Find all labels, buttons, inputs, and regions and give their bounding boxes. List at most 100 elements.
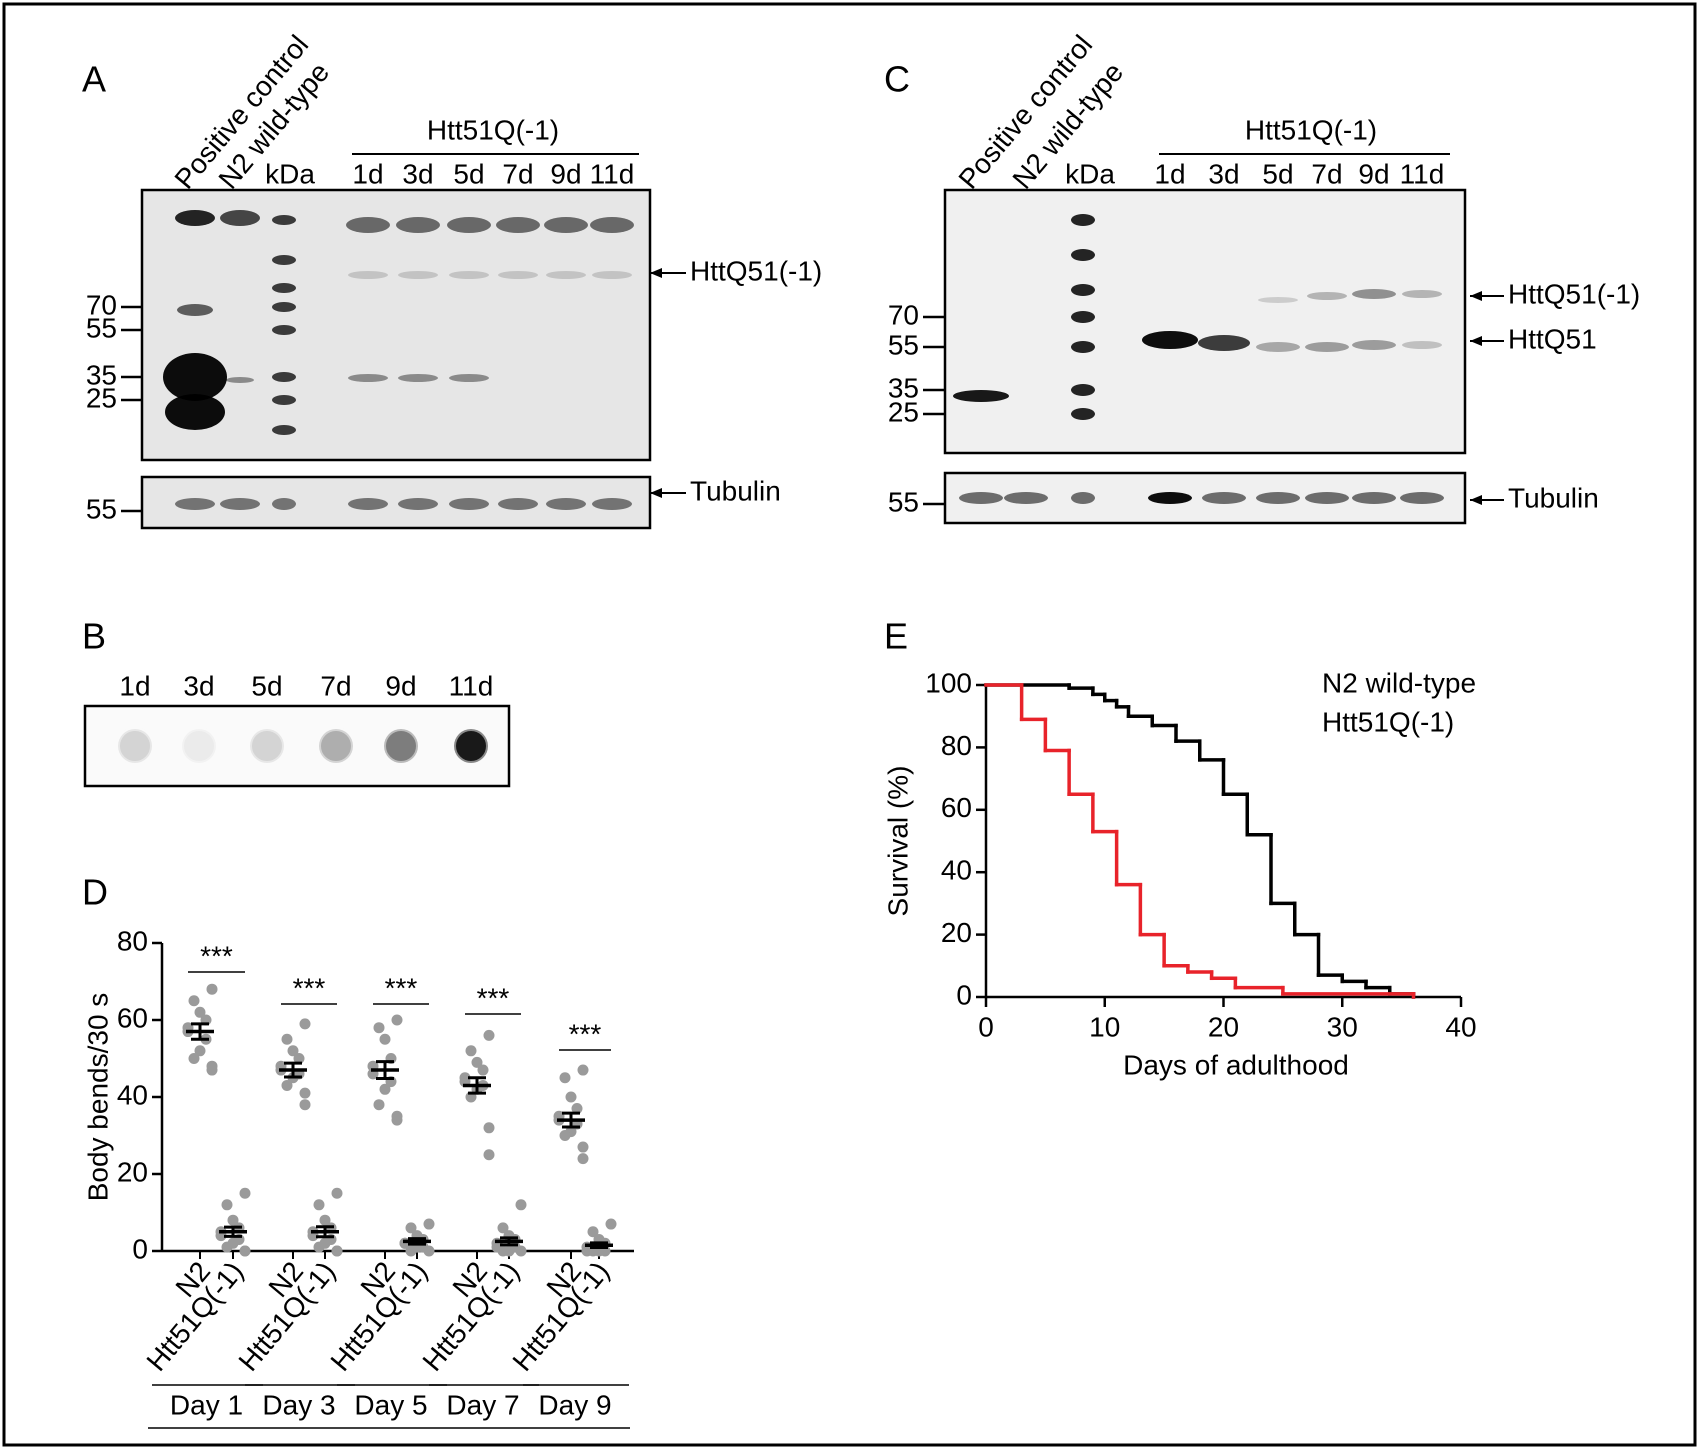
blot-band xyxy=(165,394,225,430)
ladder-label: kDa xyxy=(265,158,315,189)
y-tick-label: 80 xyxy=(117,925,148,956)
dot-day: 9d xyxy=(385,670,416,701)
data-point xyxy=(405,1245,417,1257)
dot xyxy=(182,729,216,763)
y-tick-label: 100 xyxy=(925,667,972,698)
blot-band xyxy=(1402,290,1442,298)
blot-band xyxy=(1258,297,1298,303)
x-tick-label: 10 xyxy=(1089,1011,1120,1042)
data-point xyxy=(299,1087,311,1099)
blot-band xyxy=(272,302,296,312)
loading-band xyxy=(272,498,296,510)
blot-band xyxy=(272,255,296,265)
data-point xyxy=(319,1214,331,1226)
blot-band xyxy=(226,377,254,383)
x-tick-label: 40 xyxy=(1445,1011,1476,1042)
blot-band xyxy=(496,217,540,233)
marker-label: 25 xyxy=(86,382,117,413)
loading-band xyxy=(220,498,260,510)
data-point xyxy=(559,1130,571,1141)
lane-day: 5d xyxy=(453,158,484,189)
dot xyxy=(384,729,418,763)
significance: *** xyxy=(569,1018,602,1049)
x-tick-label: 30 xyxy=(1327,1011,1358,1042)
blot-background xyxy=(142,190,650,460)
data-point xyxy=(331,1245,343,1257)
loading-band xyxy=(1256,492,1300,504)
data-point xyxy=(331,1187,343,1199)
dot xyxy=(118,729,152,763)
data-point xyxy=(577,1141,589,1153)
blot-border xyxy=(943,188,1467,455)
panel-letter: B xyxy=(82,616,106,657)
significance: *** xyxy=(293,972,326,1003)
arrow-head xyxy=(1470,291,1482,301)
y-tick-label: 0 xyxy=(132,1233,148,1264)
loading-band xyxy=(498,498,538,510)
y-tick-label: 0 xyxy=(956,979,972,1010)
marker-label: 35 xyxy=(888,372,919,403)
y-axis-label: Body bends/30 s xyxy=(82,993,113,1202)
data-point xyxy=(577,1064,589,1076)
blot-band xyxy=(1071,311,1095,323)
panel-letter: A xyxy=(82,59,106,100)
data-point xyxy=(239,1245,251,1257)
data-point xyxy=(313,1241,325,1253)
blot-band xyxy=(272,325,296,335)
blot-band xyxy=(272,425,296,435)
legend-entry: N2 wild-type xyxy=(1322,667,1476,698)
data-point xyxy=(194,1045,206,1057)
loading-band xyxy=(398,498,438,510)
panel-letter: D xyxy=(82,872,108,913)
significance: *** xyxy=(477,982,510,1013)
band-label: HttQ51(-1) xyxy=(690,255,822,286)
arrow-head xyxy=(1470,495,1482,505)
blot-band xyxy=(272,372,296,382)
lane-day: 11d xyxy=(1400,158,1445,189)
y-tick-label: 40 xyxy=(941,855,972,886)
loading-band xyxy=(1305,492,1349,504)
loading-label: Tubulin xyxy=(690,475,781,506)
marker-label: 55 xyxy=(888,329,919,360)
blot-band xyxy=(1142,331,1198,349)
dot-ring xyxy=(382,727,420,765)
lane-day: 1d xyxy=(1154,158,1185,189)
blot-band xyxy=(1071,384,1095,396)
data-point xyxy=(299,1099,311,1111)
blot-band xyxy=(1305,342,1349,352)
blot-band xyxy=(346,217,390,233)
blot-band xyxy=(953,390,1009,402)
blot-band xyxy=(272,395,296,405)
data-point xyxy=(221,1241,233,1253)
significance: *** xyxy=(385,972,418,1003)
marker-label: 55 xyxy=(888,486,919,517)
loading-band xyxy=(1148,492,1192,504)
y-tick-label: 20 xyxy=(941,917,972,948)
data-point xyxy=(313,1199,325,1211)
data-point xyxy=(373,1099,385,1111)
x-tick-label: 20 xyxy=(1208,1011,1239,1042)
y-axis-label: Survival (%) xyxy=(882,766,913,917)
data-point xyxy=(239,1187,251,1199)
lane-day: 7d xyxy=(1311,158,1342,189)
blot-band xyxy=(1071,249,1095,261)
group-label: Day 1 xyxy=(170,1389,243,1420)
band-label: HttQ51(-1) xyxy=(1508,278,1640,309)
data-point xyxy=(405,1222,417,1234)
data-point xyxy=(281,1033,293,1045)
band-label: HttQ51 xyxy=(1508,323,1597,354)
dot-day: 3d xyxy=(183,670,214,701)
blot-band xyxy=(272,283,296,293)
data-point xyxy=(577,1153,589,1165)
significance: *** xyxy=(200,940,233,971)
group-label: Day 7 xyxy=(446,1389,519,1420)
data-point xyxy=(571,1103,583,1115)
data-point xyxy=(206,983,218,995)
data-point xyxy=(605,1218,617,1230)
blot-band xyxy=(163,353,227,401)
group-label: Day 5 xyxy=(354,1389,427,1420)
legend-entry: Htt51Q(-1) xyxy=(1322,706,1454,737)
blot-band xyxy=(447,217,491,233)
marker-label: 70 xyxy=(86,289,117,320)
